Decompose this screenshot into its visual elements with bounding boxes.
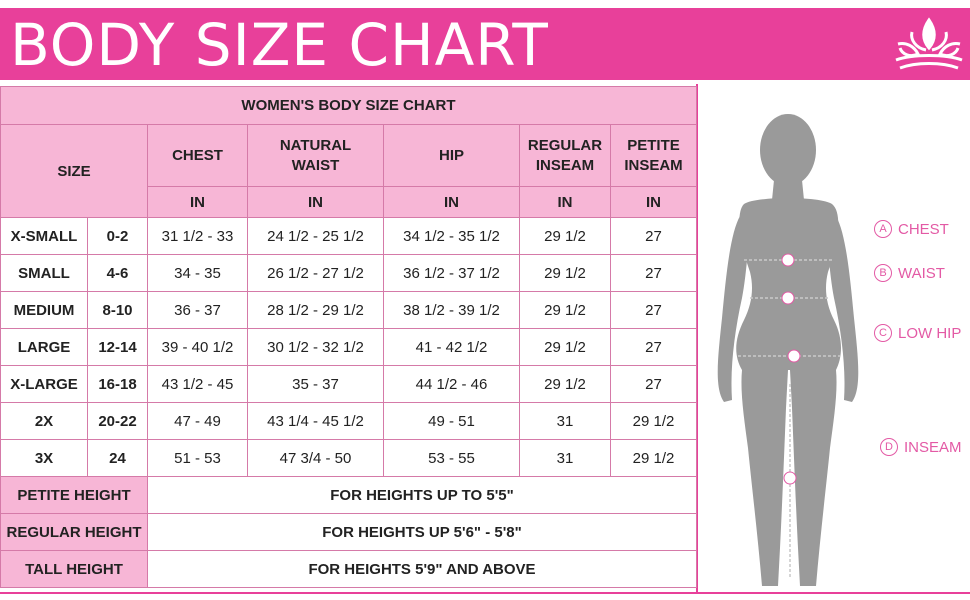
col-header-waist: NATURAL WAIST [247, 124, 384, 187]
regular-inseam-value: 29 1/2 [519, 365, 611, 403]
size-label: X-SMALL [0, 217, 88, 255]
size-number: 20-22 [87, 402, 148, 440]
col-header-chest: CHEST [147, 124, 248, 187]
chest-value: 43 1/2 - 45 [147, 365, 248, 403]
waist-value: 28 1/2 - 29 1/2 [247, 291, 384, 329]
size-number: 12-14 [87, 328, 148, 366]
height-label: PETITE HEIGHT [0, 476, 148, 514]
col-header-hip: HIP [383, 124, 520, 187]
body-silhouette-icon [717, 114, 859, 586]
size-chart-table: WOMEN'S BODY SIZE CHART SIZE CHEST NATUR… [0, 86, 697, 588]
table-row: X-SMALL 0-2 31 1/2 - 33 24 1/2 - 25 1/2 … [0, 217, 697, 255]
title-banner: BODY SIZE CHART [0, 8, 970, 80]
regular-inseam-value: 29 1/2 [519, 254, 611, 292]
marker-text: CHEST [898, 220, 949, 238]
waist-value: 43 1/4 - 45 1/2 [247, 402, 384, 440]
marker-waist: B WAIST [874, 264, 945, 282]
height-label: TALL HEIGHT [0, 550, 148, 588]
height-label: REGULAR HEIGHT [0, 513, 148, 551]
unit-petite-inseam: IN [610, 186, 697, 218]
waist-value: 26 1/2 - 27 1/2 [247, 254, 384, 292]
marker-letter: A [874, 220, 892, 238]
petite-inseam-value: 29 1/2 [610, 439, 697, 477]
petite-inseam-value: 27 [610, 365, 697, 403]
size-header: SIZE [0, 124, 148, 218]
marker-letter: D [880, 438, 898, 456]
table-row: X-LARGE 16-18 43 1/2 - 45 35 - 37 44 1/2… [0, 365, 697, 403]
regular-inseam-value: 31 [519, 439, 611, 477]
height-row: REGULAR HEIGHT FOR HEIGHTS UP 5'6" - 5'8… [0, 513, 697, 551]
marker-text: WAIST [898, 264, 945, 282]
marker-inseam: D INSEAM [880, 438, 962, 456]
chest-value: 36 - 37 [147, 291, 248, 329]
regular-inseam-value: 29 1/2 [519, 217, 611, 255]
petite-inseam-value: 27 [610, 328, 697, 366]
table-row: 2X 20-22 47 - 49 43 1/4 - 45 1/2 49 - 51… [0, 402, 697, 440]
petite-inseam-value: 29 1/2 [610, 402, 697, 440]
height-row: PETITE HEIGHT FOR HEIGHTS UP TO 5'5" [0, 476, 697, 514]
size-number: 16-18 [87, 365, 148, 403]
hip-value: 36 1/2 - 37 1/2 [383, 254, 520, 292]
waist-value: 47 3/4 - 50 [247, 439, 384, 477]
marker-letter: C [874, 324, 892, 342]
waist-value: 30 1/2 - 32 1/2 [247, 328, 384, 366]
unit-regular-inseam: IN [519, 186, 611, 218]
marker-low-hip: C LOW HIP [874, 324, 961, 342]
unit-hip: IN [383, 186, 520, 218]
table-row: 3X 24 51 - 53 47 3/4 - 50 53 - 55 31 29 … [0, 439, 697, 477]
hip-value: 38 1/2 - 39 1/2 [383, 291, 520, 329]
size-label: LARGE [0, 328, 88, 366]
petite-inseam-value: 27 [610, 217, 697, 255]
chest-value: 31 1/2 - 33 [147, 217, 248, 255]
hip-value: 41 - 42 1/2 [383, 328, 520, 366]
marker-chest: A CHEST [874, 220, 949, 238]
size-number: 0-2 [87, 217, 148, 255]
chest-value: 39 - 40 1/2 [147, 328, 248, 366]
petite-inseam-value: 27 [610, 291, 697, 329]
hip-value: 34 1/2 - 35 1/2 [383, 217, 520, 255]
hip-value: 53 - 55 [383, 439, 520, 477]
chest-value: 34 - 35 [147, 254, 248, 292]
hip-value: 44 1/2 - 46 [383, 365, 520, 403]
height-value: FOR HEIGHTS 5'9" AND ABOVE [147, 550, 697, 588]
size-label: 3X [0, 439, 88, 477]
table-row: LARGE 12-14 39 - 40 1/2 30 1/2 - 32 1/2 … [0, 328, 697, 366]
col-header-regular-inseam: REGULAR INSEAM [519, 124, 611, 187]
size-number: 24 [87, 439, 148, 477]
height-value: FOR HEIGHTS UP 5'6" - 5'8" [147, 513, 697, 551]
chest-value: 51 - 53 [147, 439, 248, 477]
unit-waist: IN [247, 186, 384, 218]
table-row: SMALL 4-6 34 - 35 26 1/2 - 27 1/2 36 1/2… [0, 254, 697, 292]
size-label: MEDIUM [0, 291, 88, 329]
figure-frame [698, 84, 970, 594]
regular-inseam-value: 29 1/2 [519, 291, 611, 329]
size-label: X-LARGE [0, 365, 88, 403]
size-number: 8-10 [87, 291, 148, 329]
lotus-logo-icon [895, 17, 963, 70]
col-header-petite-inseam: PETITE INSEAM [610, 124, 697, 187]
size-label: 2X [0, 402, 88, 440]
table-row: MEDIUM 8-10 36 - 37 28 1/2 - 29 1/2 38 1… [0, 291, 697, 329]
table-caption: WOMEN'S BODY SIZE CHART [0, 86, 697, 125]
page-title: BODY SIZE CHART [10, 11, 549, 79]
hip-value: 49 - 51 [383, 402, 520, 440]
marker-text: LOW HIP [898, 324, 962, 342]
height-row: TALL HEIGHT FOR HEIGHTS 5'9" AND ABOVE [0, 550, 697, 588]
height-value: FOR HEIGHTS UP TO 5'5" [147, 476, 697, 514]
waist-value: 35 - 37 [247, 365, 384, 403]
unit-chest: IN [147, 186, 248, 218]
measurement-figure: A CHEST B WAIST C LOW HIP D INSEAM [698, 86, 970, 590]
size-number: 4-6 [87, 254, 148, 292]
marker-letter: B [874, 264, 892, 282]
regular-inseam-value: 31 [519, 402, 611, 440]
regular-inseam-value: 29 1/2 [519, 328, 611, 366]
size-label: SMALL [0, 254, 88, 292]
waist-value: 24 1/2 - 25 1/2 [247, 217, 384, 255]
chest-value: 47 - 49 [147, 402, 248, 440]
petite-inseam-value: 27 [610, 254, 697, 292]
marker-text: INSEAM [904, 438, 962, 456]
table-frame [0, 84, 698, 594]
